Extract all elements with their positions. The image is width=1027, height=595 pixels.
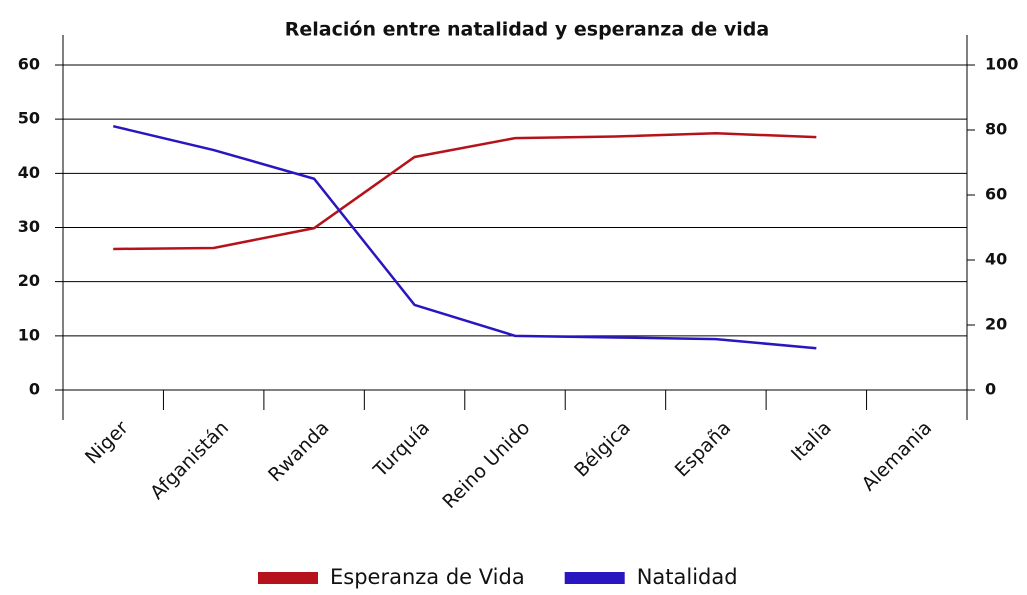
- legend-swatch: [258, 572, 318, 584]
- y-tick-label: 60: [18, 55, 40, 74]
- legend-label: Esperanza de Vida: [330, 565, 525, 589]
- legend-label: Natalidad: [637, 565, 738, 589]
- x-tick-label: Italia: [787, 417, 836, 466]
- y-tick-label: 50: [18, 109, 40, 128]
- series-line: [113, 131, 817, 251]
- y-tick-label: 10: [18, 325, 40, 344]
- y-tick-label: 40: [18, 163, 40, 182]
- y2-tick-label: 0: [985, 380, 996, 399]
- y2-tick-label: 80: [985, 120, 1007, 139]
- y-tick-label: 20: [18, 271, 40, 290]
- x-tick-label: Reino Unido: [438, 417, 534, 513]
- x-tick-label: Turquía: [369, 417, 434, 482]
- y-tick-label: 0: [29, 380, 40, 399]
- y-tick-label: 30: [18, 217, 40, 236]
- x-tick-label: España: [671, 417, 736, 482]
- y2-tick-label: 100: [985, 55, 1018, 74]
- series-line: [112, 124, 817, 350]
- x-tick-label: Niger: [81, 417, 133, 469]
- x-tick-label: Rwanda: [264, 417, 333, 486]
- x-tick-label: Afganistán: [146, 417, 233, 504]
- legend-swatch: [564, 572, 625, 584]
- y2-tick-label: 60: [985, 185, 1007, 204]
- x-tick-label: Bélgica: [570, 417, 635, 482]
- x-tick-label: Alemania: [858, 417, 937, 496]
- chart-title: Relación entre natalidad y esperanza de …: [285, 19, 769, 41]
- y2-tick-label: 40: [985, 250, 1007, 269]
- y2-tick-label: 20: [985, 315, 1007, 334]
